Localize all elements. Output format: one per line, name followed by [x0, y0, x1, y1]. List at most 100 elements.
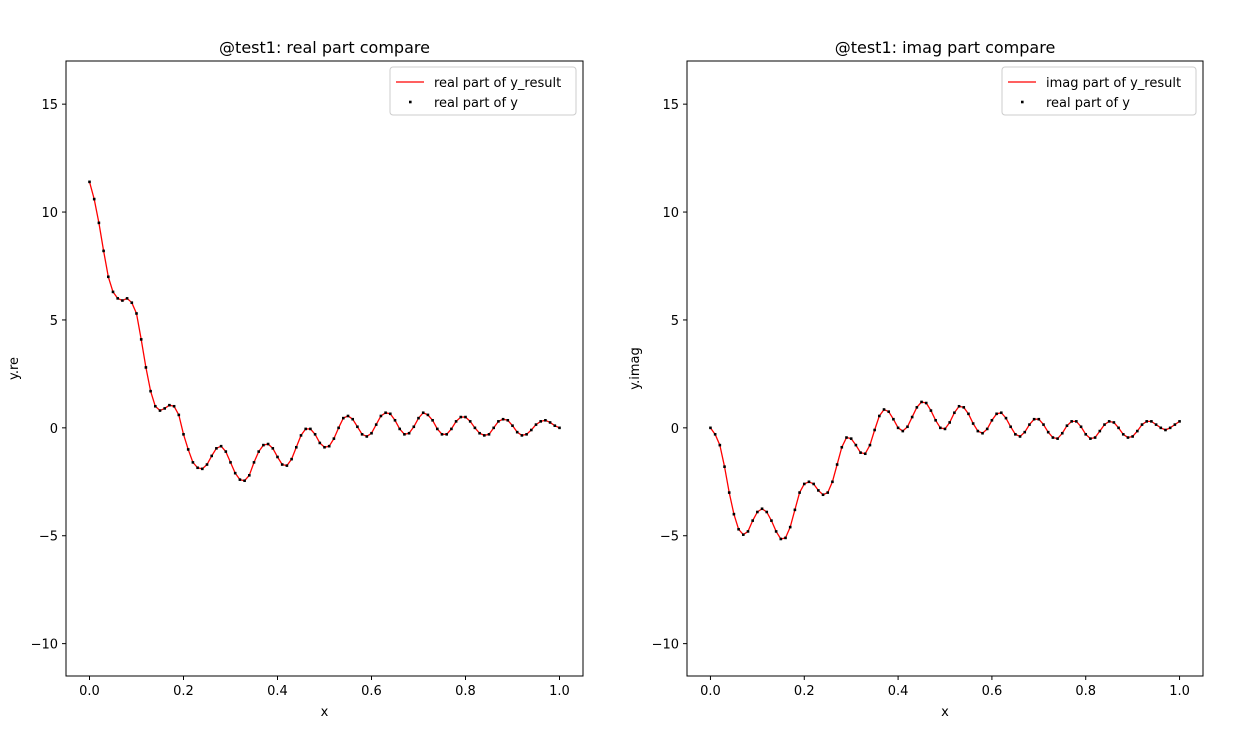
scatter-point — [892, 417, 895, 421]
scatter-point — [849, 437, 853, 440]
scatter-point — [492, 426, 495, 430]
scatter-point — [125, 297, 129, 300]
scatter-point — [515, 430, 519, 434]
scatter-point — [1121, 433, 1125, 436]
scatter-point — [924, 401, 928, 405]
scatter-point — [751, 519, 754, 522]
scatter-point — [840, 445, 844, 449]
y-tick-label: −5 — [660, 530, 679, 545]
scatter-point — [1145, 420, 1149, 423]
scatter-point — [238, 478, 242, 481]
x-tick-label: 0.2 — [173, 684, 194, 699]
scatter-point — [135, 312, 138, 315]
scatter-point — [821, 493, 825, 497]
series-line — [88, 181, 560, 482]
scatter-point — [1098, 429, 1102, 433]
scatter-point — [299, 434, 303, 437]
scatter-point — [826, 491, 830, 494]
scatter-point — [920, 400, 923, 404]
scatter-point — [1075, 420, 1078, 423]
scatter-point — [1168, 426, 1172, 430]
scatter-point — [1117, 426, 1120, 430]
scatter-point — [878, 414, 881, 418]
scatter-point — [473, 426, 477, 430]
scatter-point — [97, 221, 101, 225]
scatter-point — [403, 433, 406, 436]
scatter-point — [1032, 417, 1036, 421]
scatter-point — [257, 450, 260, 453]
scatter-point — [370, 431, 373, 435]
legend-box — [389, 66, 577, 116]
scatter-point — [953, 411, 956, 415]
scatter-point — [1154, 423, 1158, 426]
scatter-point — [1014, 433, 1017, 436]
scatter-point — [896, 426, 900, 430]
scatter-point — [718, 443, 722, 447]
scatter-point — [412, 425, 416, 429]
scatter-point — [262, 443, 265, 447]
scatter-point — [863, 452, 867, 456]
axes-frame — [65, 60, 584, 677]
scatter-point — [478, 431, 481, 435]
scatter-point — [360, 433, 364, 436]
scatter-point — [224, 450, 228, 453]
scatter-point — [454, 420, 458, 423]
scatter-point — [130, 301, 134, 304]
scatter-point — [793, 508, 797, 512]
scatter-point — [770, 519, 773, 522]
scatter-point — [534, 423, 538, 426]
chart-title: @test1: imag part compare — [835, 38, 1056, 57]
scatter-point — [351, 417, 354, 421]
scatter-point — [139, 338, 143, 341]
scatter-point — [407, 431, 411, 435]
scatter-point — [957, 404, 961, 408]
scatter-point — [252, 461, 256, 464]
legend-box — [1001, 66, 1197, 116]
x-tick-label: 0.4 — [888, 684, 909, 699]
scatter-point — [421, 411, 425, 415]
legend-label: real part of y_result — [434, 76, 561, 91]
scatter-point — [506, 418, 510, 422]
scatter-point — [464, 415, 467, 419]
x-tick-label: 0.6 — [982, 684, 1003, 699]
scatter-point — [831, 480, 834, 484]
y-tick-label: −10 — [31, 638, 58, 653]
scatter-point — [723, 465, 726, 468]
scatter-point — [1093, 436, 1097, 439]
scatter-point — [290, 457, 293, 461]
scatter-point — [1018, 435, 1022, 438]
scatter-point — [788, 525, 792, 529]
scatter-point — [295, 445, 298, 449]
x-tick-label: 0.0 — [700, 684, 721, 699]
scatter-point — [1070, 420, 1073, 423]
legend-point-swatch — [1021, 100, 1024, 104]
scatter-point — [981, 431, 984, 435]
axes-frame — [686, 60, 1204, 677]
scatter-point — [520, 434, 524, 437]
scatter-point — [741, 533, 745, 536]
scatter-point — [1107, 420, 1111, 423]
legend-label: real part of y — [1046, 96, 1130, 111]
scatter-point — [1112, 421, 1116, 424]
scatter-point — [210, 454, 213, 458]
scatter-point — [205, 463, 209, 466]
scatter-point — [229, 461, 232, 464]
scatter-point — [116, 297, 119, 300]
scatter-point — [356, 425, 359, 429]
x-tick-label: 0.4 — [267, 684, 288, 699]
scatter-point — [266, 442, 270, 446]
scatter-point — [990, 418, 994, 422]
scatter-point — [365, 435, 369, 438]
scatter-point — [102, 249, 105, 253]
scatter-point — [530, 428, 533, 432]
scatter-point — [817, 489, 820, 492]
scatter-point — [1065, 424, 1069, 427]
scatter-point — [318, 441, 322, 445]
scatter-point — [374, 423, 378, 426]
scatter-point — [943, 427, 947, 431]
scatter-point — [285, 464, 289, 467]
x-axis-label: x — [941, 705, 949, 720]
y-tick-label: −5 — [39, 530, 58, 545]
scatter-point — [191, 461, 195, 464]
scatter-point — [1089, 437, 1092, 440]
